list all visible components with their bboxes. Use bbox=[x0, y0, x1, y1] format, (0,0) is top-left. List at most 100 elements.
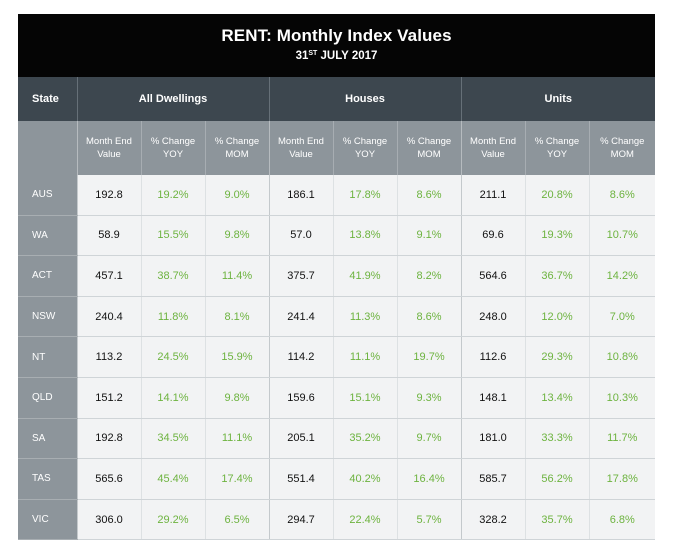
cell-all-dwellings-month-end-value: 192.8 bbox=[76, 175, 141, 216]
cell-all-dwellings-change-mom: 9.8% bbox=[204, 377, 269, 419]
cell-units-change-yoy: 19.3% bbox=[524, 215, 590, 257]
cell-all-dwellings-change-mom: 9.0% bbox=[204, 175, 269, 216]
cell-units-change-mom: 10.3% bbox=[588, 377, 656, 419]
cell-all-dwellings-month-end-value: 457.1 bbox=[76, 255, 141, 297]
cell-units-change-mom: 11.7% bbox=[588, 418, 656, 460]
title-bar: RENT: Monthly Index Values 31ST JULY 201… bbox=[18, 14, 655, 77]
table-row: ACT 457.1 38.7% 11.4% 375.7 41.9% 8.2% 564.6 36.… bbox=[18, 255, 656, 297]
subheader-units-change-mom: % Change MOM bbox=[588, 121, 656, 175]
cell-houses-change-mom: 9.1% bbox=[396, 215, 462, 257]
cell-units-month-end-value: 248.0 bbox=[460, 296, 526, 338]
cell-all-dwellings-change-mom: 11.4% bbox=[204, 255, 269, 297]
state-cell: VIC bbox=[18, 499, 77, 541]
table-row: TAS 565.6 45.4% 17.4% 551.4 40.2% 16.4% 585.7 56… bbox=[18, 458, 656, 500]
subheader-houses-month-end-value: Month End Value bbox=[268, 121, 333, 175]
table-row: QLD 151.2 14.1% 9.8% 159.6 15.1% 9.3% 148.1 13.4… bbox=[18, 377, 656, 419]
cell-units-change-mom: 6.8% bbox=[588, 499, 656, 541]
cell-units-change-yoy: 20.8% bbox=[524, 175, 590, 216]
subheader-line-2: MOM bbox=[225, 149, 249, 160]
subheader-line-2: Value bbox=[97, 149, 121, 160]
table-row: SA 192.8 34.5% 11.1% 205.1 35.2% 9.7% 181.0 33.3… bbox=[18, 418, 656, 460]
cell-units-change-yoy: 56.2% bbox=[524, 458, 590, 500]
cell-houses-change-yoy: 41.9% bbox=[332, 255, 397, 297]
cell-houses-month-end-value: 186.1 bbox=[268, 175, 333, 216]
table-row: WA 58.9 15.5% 9.8% 57.0 13.8% 9.1% 69.6 19.3% 10.… bbox=[18, 215, 656, 257]
group-houses: Houses bbox=[268, 77, 462, 121]
sub-header-row: Month End Value % Change YOY % Change MOM Mont… bbox=[18, 121, 656, 175]
group-header-row: State All Dwellings Houses Units bbox=[18, 77, 656, 121]
cell-units-change-mom: 14.2% bbox=[588, 255, 656, 297]
cell-units-month-end-value: 328.2 bbox=[460, 499, 526, 541]
group-units: Units bbox=[460, 77, 656, 121]
cell-units-month-end-value: 181.0 bbox=[460, 418, 526, 460]
cell-all-dwellings-month-end-value: 151.2 bbox=[76, 377, 141, 419]
cell-houses-change-yoy: 35.2% bbox=[332, 418, 397, 460]
subheader-line-2: MOM bbox=[610, 149, 634, 160]
cell-all-dwellings-change-yoy: 19.2% bbox=[140, 175, 205, 216]
cell-all-dwellings-month-end-value: 306.0 bbox=[76, 499, 141, 541]
cell-all-dwellings-change-mom: 6.5% bbox=[204, 499, 269, 541]
cell-units-change-mom: 8.6% bbox=[588, 175, 656, 216]
cell-houses-change-yoy: 22.4% bbox=[332, 499, 397, 541]
state-cell: QLD bbox=[18, 377, 77, 419]
cell-houses-change-mom: 8.6% bbox=[396, 296, 462, 338]
subheader-line-1: % Change bbox=[214, 136, 260, 147]
cell-units-change-yoy: 29.3% bbox=[524, 336, 590, 378]
cell-all-dwellings-change-yoy: 24.5% bbox=[140, 336, 205, 378]
subheader-line-2: YOY bbox=[546, 149, 568, 160]
cell-all-dwellings-change-yoy: 29.2% bbox=[140, 499, 205, 541]
cell-all-dwellings-month-end-value: 192.8 bbox=[76, 418, 141, 460]
state-cell: NSW bbox=[18, 296, 77, 338]
cell-all-dwellings-change-mom: 15.9% bbox=[204, 336, 269, 378]
subheader-line-2: Value bbox=[481, 149, 505, 160]
cell-houses-change-mom: 8.2% bbox=[396, 255, 462, 297]
cell-all-dwellings-change-mom: 11.1% bbox=[204, 418, 269, 460]
cell-houses-month-end-value: 241.4 bbox=[268, 296, 333, 338]
cell-all-dwellings-change-mom: 8.1% bbox=[204, 296, 269, 338]
cell-all-dwellings-change-yoy: 15.5% bbox=[140, 215, 205, 257]
cell-all-dwellings-change-yoy: 14.1% bbox=[140, 377, 205, 419]
subheader-all-dwellings-month-end-value: Month End Value bbox=[76, 121, 141, 175]
subheader-line-2: Value bbox=[289, 149, 313, 160]
cell-all-dwellings-month-end-value: 240.4 bbox=[76, 296, 141, 338]
cell-all-dwellings-change-mom: 9.8% bbox=[204, 215, 269, 257]
cell-all-dwellings-month-end-value: 58.9 bbox=[76, 215, 141, 257]
cell-units-change-mom: 17.8% bbox=[588, 458, 656, 500]
cell-houses-change-yoy: 15.1% bbox=[332, 377, 397, 419]
cell-houses-change-yoy: 11.3% bbox=[332, 296, 397, 338]
state-cell: SA bbox=[18, 418, 77, 460]
subheader-line-2: YOY bbox=[162, 149, 184, 160]
subtitle-rest: JULY 2017 bbox=[317, 50, 378, 62]
cell-all-dwellings-change-yoy: 38.7% bbox=[140, 255, 205, 297]
subheader-line-1: % Change bbox=[150, 136, 196, 147]
table-title: RENT: Monthly Index Values bbox=[221, 26, 452, 45]
cell-units-change-mom: 10.7% bbox=[588, 215, 656, 257]
subheader-houses-change-yoy: % Change YOY bbox=[332, 121, 397, 175]
sub-header-blank bbox=[18, 121, 77, 175]
cell-units-month-end-value: 585.7 bbox=[460, 458, 526, 500]
cell-houses-change-mom: 16.4% bbox=[396, 458, 462, 500]
cell-houses-month-end-value: 294.7 bbox=[268, 499, 333, 541]
cell-houses-month-end-value: 159.6 bbox=[268, 377, 333, 419]
cell-houses-change-mom: 19.7% bbox=[396, 336, 462, 378]
cell-units-month-end-value: 564.6 bbox=[460, 255, 526, 297]
cell-houses-change-yoy: 11.1% bbox=[332, 336, 397, 378]
cell-houses-month-end-value: 551.4 bbox=[268, 458, 333, 500]
cell-houses-change-yoy: 17.8% bbox=[332, 175, 397, 216]
cell-houses-month-end-value: 114.2 bbox=[268, 336, 333, 378]
cell-houses-change-yoy: 13.8% bbox=[332, 215, 397, 257]
group-all-dwellings: All Dwellings bbox=[76, 77, 269, 121]
subheader-line-2: MOM bbox=[417, 149, 441, 160]
state-cell: AUS bbox=[18, 175, 77, 216]
cell-houses-change-mom: 9.7% bbox=[396, 418, 462, 460]
cell-houses-change-yoy: 40.2% bbox=[332, 458, 397, 500]
subheader-line-1: Month End bbox=[86, 136, 132, 147]
cell-houses-month-end-value: 375.7 bbox=[268, 255, 333, 297]
subheader-line-1: Month End bbox=[278, 136, 324, 147]
cell-units-change-mom: 7.0% bbox=[588, 296, 656, 338]
subheader-line-1: % Change bbox=[406, 136, 452, 147]
subheader-line-2: YOY bbox=[354, 149, 376, 160]
table-row: AUS 192.8 19.2% 9.0% 186.1 17.8% 8.6% 211.1 20.8… bbox=[18, 175, 656, 216]
state-cell: ACT bbox=[18, 255, 77, 297]
cell-houses-change-mom: 8.6% bbox=[396, 175, 462, 216]
